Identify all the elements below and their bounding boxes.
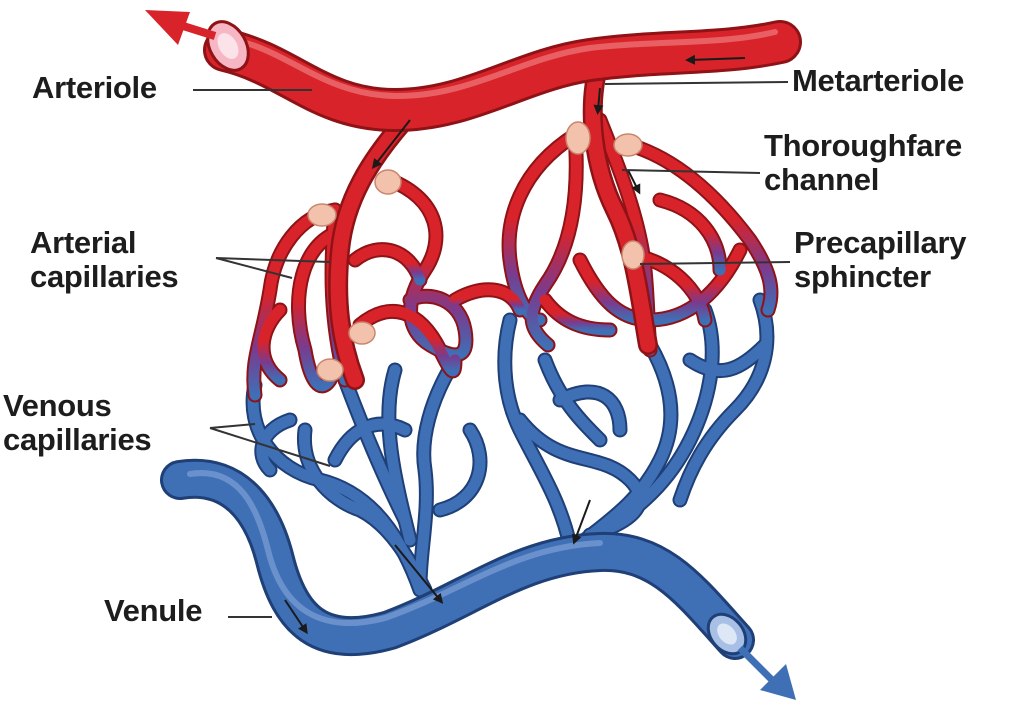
venous-flow-arrow [394,544,444,604]
arteriole-flow-arrow [685,54,746,65]
leader-precap [639,261,791,265]
sphincter-ring [621,240,645,270]
label-arteriole: Arteriole [32,71,157,105]
metarteriole-flow-arrow [593,87,604,115]
leader-venous-caps-2 [209,427,331,467]
sphincter-ring [316,358,344,382]
leader-arterial-caps-1 [215,257,293,279]
sphincter-ring [307,203,337,227]
label-arterial-caps-line-2: capillaries [30,259,179,294]
label-precap-line-1: Precapillary [794,225,967,260]
leader-metarteriole [604,81,789,85]
arteriole-outflow-arrow [178,21,217,40]
venule-outflow-arrow [737,645,775,683]
venous-flow-arrow [572,499,591,545]
label-metarteriole: Metarteriole [792,64,964,98]
sphincter-ring [374,169,402,195]
label-metarteriole-text: Metarteriole [792,63,965,98]
sphincter-ring [565,121,591,155]
arterial-flow-arrow [627,169,641,195]
label-venous-capillaries: Venous capillaries [3,388,152,457]
label-thoroughfare-line-2: channel [764,162,880,197]
label-venule-text: Venule [104,593,203,628]
precapillary-sphincters [307,121,645,382]
label-arterial-caps-line-1: Arterial [30,225,137,260]
label-precap-line-2: sphincter [794,259,931,294]
venule-flow-arrow [284,599,308,635]
label-arteriole-text: Arteriole [32,70,157,105]
label-precapillary-sphincter: Precapillary sphincter [794,226,966,294]
sphincter-ring [613,133,643,157]
thoroughfare-channel-vessel [328,50,658,390]
label-thoroughfare-channel: Thoroughfare channel [764,129,962,197]
venule-vessel [160,458,755,660]
leader-venous-caps-1 [209,423,256,429]
leader-thoroughfare [621,169,761,174]
leader-arterial-caps-2 [215,257,331,263]
label-thoroughfare-line-1: Thoroughfare [764,128,962,163]
leader-lines [193,81,791,618]
venous-capillaries [245,292,775,598]
sphincter-ring [348,321,376,345]
label-venous-caps-line-1: Venous [3,388,112,423]
arterial-flow-arrow [371,119,411,169]
label-arterial-capillaries: Arterial capillaries [30,225,179,294]
arteriole-vessel [203,20,802,133]
label-venule: Venule [104,594,202,628]
label-venous-caps-line-2: capillaries [3,422,152,457]
